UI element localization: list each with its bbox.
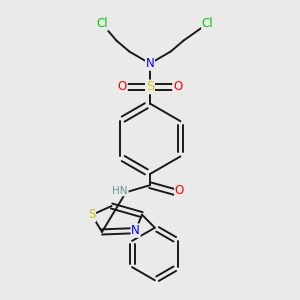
Text: N: N [131, 224, 140, 237]
Text: HN: HN [112, 186, 128, 196]
Text: O: O [118, 80, 127, 94]
Text: N: N [146, 57, 154, 70]
Text: Cl: Cl [202, 17, 213, 30]
Text: Cl: Cl [96, 17, 108, 30]
Text: O: O [173, 80, 182, 94]
Text: O: O [175, 184, 184, 197]
Text: S: S [88, 208, 95, 221]
Text: S: S [146, 80, 154, 94]
